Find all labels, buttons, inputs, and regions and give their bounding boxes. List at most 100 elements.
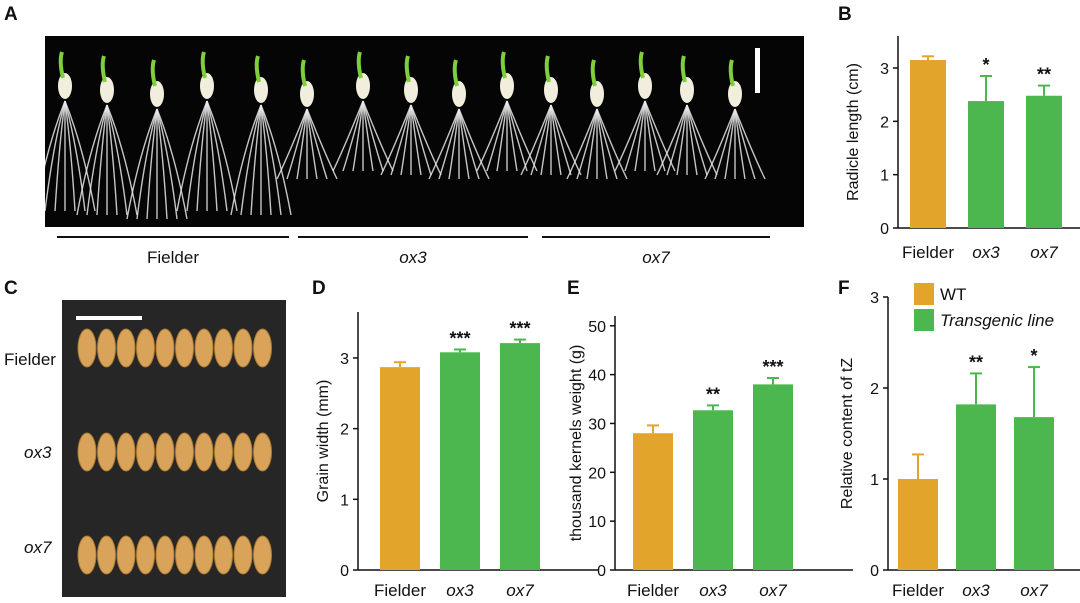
bar-d-ox3 xyxy=(440,352,480,570)
seedling xyxy=(520,55,582,176)
grain xyxy=(97,432,116,472)
significance-d: *** xyxy=(449,328,470,348)
seedling xyxy=(380,55,442,176)
row-label-fielder: Fielder xyxy=(4,350,56,369)
y-tick-label-e: 20 xyxy=(588,465,606,482)
grain xyxy=(155,535,175,575)
grain xyxy=(77,328,97,368)
seedling xyxy=(230,55,292,216)
grain xyxy=(214,328,233,368)
significance-b: * xyxy=(982,55,989,75)
group-line-fielder xyxy=(57,236,289,238)
legend-swatch xyxy=(914,309,934,331)
bar-d-fielder xyxy=(380,367,420,570)
seedling xyxy=(76,55,138,216)
seedling xyxy=(45,51,96,212)
category-label-f: ox3 xyxy=(962,581,990,600)
chart-tz-content: 0 1 2 3 Relative content of tZ Fielder ** ox3 * o… xyxy=(839,283,1080,600)
grain xyxy=(77,432,97,472)
significance-e: ** xyxy=(706,384,720,404)
y-tick-label-d: 1 xyxy=(340,492,349,509)
grain-illustration xyxy=(76,316,272,575)
grain xyxy=(175,328,194,368)
panel-letter-d: D xyxy=(312,278,326,299)
grain xyxy=(175,432,194,472)
grain xyxy=(233,535,253,575)
legend-label: WT xyxy=(940,285,966,304)
grain xyxy=(116,535,136,575)
scale-bar xyxy=(76,316,142,320)
chart-grain-width: 0 1 2 3 Grain width (mm) Fielder *** ox3 *** ox7 xyxy=(315,312,598,600)
grain xyxy=(77,535,97,575)
row-label-ox3: ox3 xyxy=(24,443,52,462)
category-label-d: ox3 xyxy=(446,581,474,600)
grain xyxy=(136,535,155,575)
category-label-b: ox3 xyxy=(972,243,1000,262)
y-tick-label-e: 0 xyxy=(597,563,606,580)
group-label-ox3: ox3 xyxy=(399,248,427,267)
grain xyxy=(214,432,233,472)
y-tick-label-e: 50 xyxy=(588,319,606,336)
seedling xyxy=(276,59,338,180)
bar-e-fielder xyxy=(633,433,673,570)
y-tick-label-b: 0 xyxy=(880,221,889,238)
y-axis-label-b: Radicle length (cm) xyxy=(845,63,862,201)
category-label-d: Fielder xyxy=(374,581,426,600)
panel-letter-f: F xyxy=(838,278,850,299)
y-axis-label-f: Relative content of tZ xyxy=(839,358,856,509)
y-tick-label-e: 40 xyxy=(588,368,606,385)
category-label-f: ox7 xyxy=(1020,581,1048,600)
bar-e-ox3 xyxy=(693,410,733,570)
grain xyxy=(253,328,272,368)
significance-d: *** xyxy=(509,319,530,339)
grain xyxy=(155,328,175,368)
seedling xyxy=(656,55,718,176)
grain xyxy=(136,328,155,368)
y-tick-label-b: 2 xyxy=(880,114,889,131)
y-tick-label-b: 3 xyxy=(880,61,889,78)
y-tick-label-d: 0 xyxy=(340,563,349,580)
legend-label: Transgenic line xyxy=(940,311,1054,330)
grain xyxy=(175,535,194,575)
group-line-ox7 xyxy=(542,236,770,238)
category-label-e: ox7 xyxy=(759,581,787,600)
grain xyxy=(253,432,272,472)
bar-f-ox3 xyxy=(956,404,996,570)
category-label-b: Fielder xyxy=(902,243,954,262)
grain-photo xyxy=(62,300,286,597)
grain xyxy=(116,432,136,472)
seedling xyxy=(176,51,238,212)
panel-letter-a: A xyxy=(4,4,18,25)
grain xyxy=(97,535,116,575)
group-line-ox3 xyxy=(298,236,528,238)
grain xyxy=(116,328,136,368)
seedling xyxy=(566,59,628,180)
grain xyxy=(194,432,214,472)
group-label-ox7: ox7 xyxy=(642,248,670,267)
seedling xyxy=(126,59,188,220)
y-tick-label-f: 1 xyxy=(870,472,879,489)
bar-b-fielder xyxy=(910,60,946,228)
bar-f-ox7 xyxy=(1014,417,1054,570)
grain xyxy=(194,328,214,368)
group-label-fielder: Fielder xyxy=(147,248,199,267)
category-label-e: ox3 xyxy=(699,581,727,600)
seedling xyxy=(428,59,490,180)
category-label-f: Fielder xyxy=(892,581,944,600)
bar-d-ox7 xyxy=(500,343,540,570)
chart-radicle-length: 0 1 2 3 Radicle length (cm) Fielder * ox3 ** ox7 xyxy=(845,36,1080,262)
grain xyxy=(233,432,253,472)
significance-f: * xyxy=(1030,346,1037,366)
seedling xyxy=(614,51,676,172)
row-label-ox7: ox7 xyxy=(24,538,52,557)
scale-bar xyxy=(755,48,760,93)
y-tick-label-e: 30 xyxy=(588,416,606,433)
bar-e-ox7 xyxy=(753,384,793,570)
category-label-b: ox7 xyxy=(1030,243,1058,262)
y-tick-label-b: 1 xyxy=(880,168,889,185)
legend-swatch xyxy=(914,283,934,305)
y-tick-label-d: 2 xyxy=(340,422,349,439)
y-tick-label-f: 3 xyxy=(870,290,879,307)
bar-b-ox7 xyxy=(1026,95,1062,228)
grain xyxy=(253,535,272,575)
